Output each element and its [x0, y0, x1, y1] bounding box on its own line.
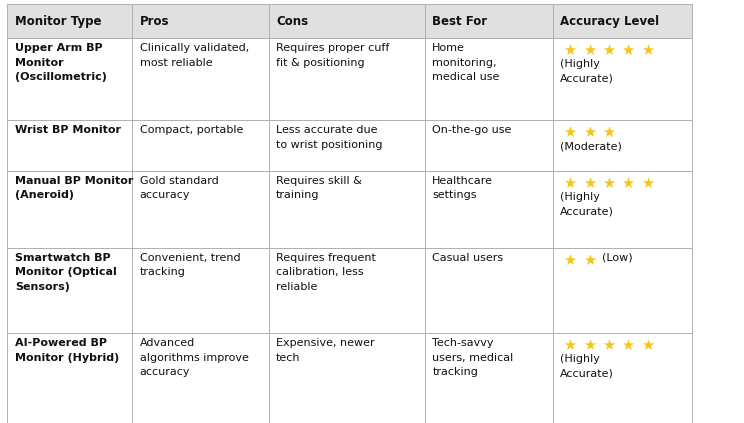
Text: ★: ★	[602, 176, 615, 191]
Bar	[269, 170, 425, 248]
Text: Smartwatch BP
Monitor (Optical
Sensors): Smartwatch BP Monitor (Optical Sensors)	[15, 253, 117, 291]
Text: Home
monitoring,
medical use: Home monitoring, medical use	[432, 44, 500, 82]
Text: ★: ★	[583, 338, 596, 353]
Bar	[425, 248, 553, 333]
Text: Accuracy Level: Accuracy Level	[560, 15, 659, 28]
Text: On-the-go use: On-the-go use	[432, 125, 512, 135]
Text: Tech-savvy
users, medical
tracking: Tech-savvy users, medical tracking	[432, 338, 513, 377]
Bar	[269, 248, 425, 333]
Text: ★: ★	[563, 338, 577, 353]
Text: ★: ★	[563, 44, 577, 58]
Text: Casual users: Casual users	[432, 253, 504, 263]
Bar	[7, 170, 132, 248]
Text: ★: ★	[641, 176, 654, 191]
Text: ★: ★	[641, 338, 654, 353]
Bar	[553, 170, 692, 248]
Bar	[269, 4, 425, 38]
Bar	[425, 170, 553, 248]
Bar	[425, 38, 553, 120]
Text: Clinically validated,
most reliable: Clinically validated, most reliable	[140, 44, 249, 68]
Text: ★: ★	[583, 44, 596, 58]
Bar	[553, 38, 692, 120]
Text: Upper Arm BP
Monitor
(Oscillometric): Upper Arm BP Monitor (Oscillometric)	[15, 44, 106, 82]
Text: Requires frequent
calibration, less
reliable: Requires frequent calibration, less reli…	[276, 253, 376, 291]
Text: Expensive, newer
tech: Expensive, newer tech	[276, 338, 375, 363]
Text: Advanced
algorithms improve
accuracy: Advanced algorithms improve accuracy	[140, 338, 248, 377]
Bar	[7, 4, 132, 38]
Bar	[425, 333, 553, 423]
Text: Requires skill &
training: Requires skill & training	[276, 176, 362, 200]
Bar	[132, 170, 269, 248]
Bar	[132, 248, 269, 333]
Text: ★: ★	[563, 125, 577, 140]
Text: ★: ★	[621, 44, 635, 58]
Bar	[269, 38, 425, 120]
Text: Pros: Pros	[140, 15, 170, 28]
Text: ★: ★	[583, 125, 596, 140]
Bar	[132, 4, 269, 38]
Bar	[132, 38, 269, 120]
Text: (Highly
Accurate): (Highly Accurate)	[560, 60, 614, 84]
Bar	[132, 120, 269, 170]
Text: (Low): (Low)	[602, 253, 632, 263]
Text: Healthcare
settings: Healthcare settings	[432, 176, 493, 200]
Text: ★: ★	[641, 44, 654, 58]
Text: Best For: Best For	[432, 15, 487, 28]
Bar	[425, 4, 553, 38]
Text: ★: ★	[583, 176, 596, 191]
Text: Manual BP Monitor
(Aneroid): Manual BP Monitor (Aneroid)	[15, 176, 133, 200]
Bar	[7, 38, 132, 120]
Text: Gold standard
accuracy: Gold standard accuracy	[140, 176, 219, 200]
Text: ★: ★	[602, 125, 615, 140]
Text: ★: ★	[602, 338, 615, 353]
Bar	[553, 248, 692, 333]
Text: ★: ★	[583, 253, 596, 268]
Text: Cons: Cons	[276, 15, 308, 28]
Text: (Highly
Accurate): (Highly Accurate)	[560, 354, 614, 379]
Bar	[425, 120, 553, 170]
Text: (Moderate): (Moderate)	[560, 141, 622, 151]
Text: Requires proper cuff
fit & positioning: Requires proper cuff fit & positioning	[276, 44, 389, 68]
Bar	[269, 333, 425, 423]
Bar	[553, 333, 692, 423]
Text: Compact, portable: Compact, portable	[140, 125, 243, 135]
Text: ★: ★	[621, 176, 635, 191]
Text: ★: ★	[602, 44, 615, 58]
Bar	[553, 4, 692, 38]
Text: Wrist BP Monitor: Wrist BP Monitor	[15, 125, 121, 135]
Bar	[553, 120, 692, 170]
Text: Less accurate due
to wrist positioning: Less accurate due to wrist positioning	[276, 125, 382, 150]
Text: (Highly
Accurate): (Highly Accurate)	[560, 192, 614, 216]
Bar	[7, 248, 132, 333]
Bar	[7, 333, 132, 423]
Text: ★: ★	[563, 176, 577, 191]
Text: ★: ★	[563, 253, 577, 268]
Text: Convenient, trend
tracking: Convenient, trend tracking	[140, 253, 240, 277]
Text: Monitor Type: Monitor Type	[15, 15, 101, 28]
Text: ★: ★	[621, 338, 635, 353]
Bar	[132, 333, 269, 423]
Bar	[269, 120, 425, 170]
Text: AI-Powered BP
Monitor (Hybrid): AI-Powered BP Monitor (Hybrid)	[15, 338, 119, 363]
Bar	[7, 120, 132, 170]
